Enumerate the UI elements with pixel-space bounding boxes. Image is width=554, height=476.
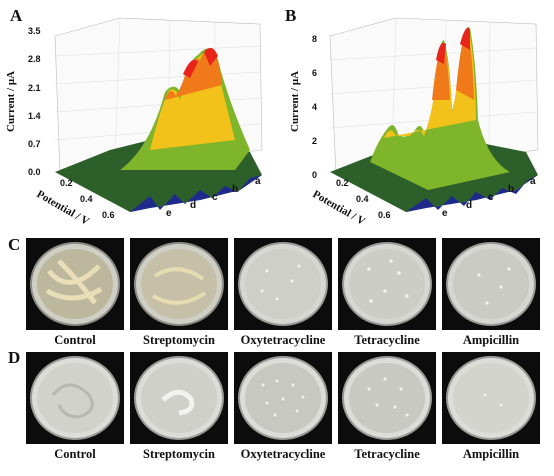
b-ylabel: Current / μA <box>289 71 301 132</box>
dish-c-streptomycin: Streptomycin <box>130 238 228 348</box>
a-curve-a: a <box>255 176 261 187</box>
a-ytick-2: 2.1 <box>28 83 41 93</box>
dish-label: Ampicillin <box>462 447 520 461</box>
petri-dish-image <box>238 356 328 440</box>
b-curve-b: b <box>508 184 514 195</box>
b-xtick-0: 0.2 <box>336 178 349 188</box>
a-curve-b: b <box>232 184 238 195</box>
dish-d-streptomycin: Streptomycin <box>130 352 228 462</box>
dish-label: Oxytetracycline <box>240 333 326 347</box>
petri-dish-image <box>446 242 536 326</box>
petri-dish-image <box>446 356 536 440</box>
dish-c-oxytetracycline: Oxytetracycline <box>234 238 332 348</box>
petri-dish-image <box>30 242 120 326</box>
dish-d-oxytetracycline: Oxytetracycline <box>234 352 332 462</box>
a-ytick-3: 1.4 <box>28 111 41 121</box>
panel-c-letter: C <box>8 235 21 254</box>
a-ytick-5: 0.0 <box>28 167 41 177</box>
petri-dish-image <box>134 356 224 440</box>
b-ytick-3: 2 <box>312 136 317 146</box>
a-xtick-2: 0.6 <box>102 210 115 220</box>
b-curve-a: a <box>530 176 536 187</box>
a-ytick-4: 0.7 <box>28 139 41 149</box>
dish-label: Oxytetracycline <box>240 447 326 461</box>
dish-label: Tetracycline <box>354 333 420 347</box>
petri-dish-image <box>134 242 224 326</box>
a-curve-d: d <box>190 200 196 211</box>
b-ytick-2: 4 <box>312 102 317 112</box>
panel-d-row: Control Streptomycin Oxytetracycline Tet… <box>26 352 540 462</box>
petri-dish-image <box>342 242 432 326</box>
a-ytick-0: 3.5 <box>28 26 41 36</box>
a-ylabel: Current / μA <box>5 71 17 132</box>
panel-b-plot: 8 6 4 2 0 0.2 0.4 0.6 Current / μA Poten… <box>278 0 548 226</box>
dish-d-tetracycline: Tetracycline <box>338 352 436 462</box>
dish-label: Control <box>54 333 96 347</box>
a-xtick-1: 0.4 <box>80 194 93 204</box>
panel-b-svg: 8 6 4 2 0 0.2 0.4 0.6 Current / μA Poten… <box>289 17 539 226</box>
dish-label: Ampicillin <box>462 333 520 347</box>
dish-c-ampicillin: Ampicillin <box>442 238 540 348</box>
panel-b-letter: B <box>285 6 297 25</box>
dish-c-control: Control <box>26 238 124 348</box>
panel-a-letter: A <box>10 6 23 25</box>
dish-label: Streptomycin <box>143 333 215 347</box>
panel-d-letter: D <box>8 348 21 367</box>
dish-label: Tetracycline <box>354 447 420 461</box>
b-ytick-1: 6 <box>312 68 317 78</box>
a-curve-c: c <box>212 192 218 203</box>
dish-label: Control <box>54 447 96 461</box>
dish-label: Streptomycin <box>143 447 215 461</box>
petri-dish-image <box>342 356 432 440</box>
a-ytick-1: 2.8 <box>28 54 41 64</box>
b-xtick-2: 0.6 <box>378 210 391 220</box>
panel-a-svg: 3.5 2.8 2.1 1.4 0.7 0.0 0.2 0.4 0.6 Curr… <box>5 17 263 226</box>
b-curve-e: e <box>442 208 448 219</box>
dish-d-ampicillin: Ampicillin <box>442 352 540 462</box>
b-ytick-0: 8 <box>312 34 317 44</box>
b-ytick-4: 0 <box>312 170 317 180</box>
panel-c-row: Control Streptomycin Oxytetracycline Tet… <box>26 238 540 348</box>
b-curve-d: d <box>466 200 472 211</box>
dish-c-tetracycline: Tetracycline <box>338 238 436 348</box>
panel-a-plot: 3.5 2.8 2.1 1.4 0.7 0.0 0.2 0.4 0.6 Curr… <box>0 0 270 226</box>
a-xtick-0: 0.2 <box>60 178 73 188</box>
petri-dish-image <box>30 356 120 440</box>
petri-dish-image <box>238 242 328 326</box>
b-curve-c: c <box>488 192 494 203</box>
a-curve-e: e <box>166 208 172 219</box>
b-xtick-1: 0.4 <box>356 194 369 204</box>
dish-d-control: Control <box>26 352 124 462</box>
